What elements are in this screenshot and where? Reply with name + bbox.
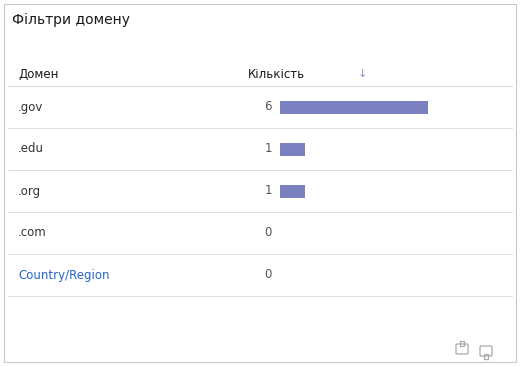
Text: ↓: ↓ (358, 69, 367, 79)
Bar (280, 184, 305, 198)
Text: .com: .com (18, 227, 47, 239)
Text: 1: 1 (265, 142, 272, 156)
Text: 1: 1 (265, 184, 272, 198)
Text: Домен: Домен (18, 67, 58, 81)
Text: Фільтри домену: Фільтри домену (12, 13, 130, 27)
Text: 6: 6 (265, 101, 272, 113)
Bar (460, 341, 464, 346)
Text: 0: 0 (265, 269, 272, 281)
Text: .org: .org (18, 184, 41, 198)
Bar (280, 101, 428, 113)
Text: 0: 0 (265, 227, 272, 239)
Text: .edu: .edu (18, 142, 44, 156)
Bar (484, 354, 488, 359)
Text: Кількість: Кількість (248, 67, 305, 81)
Text: Country/Region: Country/Region (18, 269, 110, 281)
Bar (280, 142, 305, 156)
Text: .gov: .gov (18, 101, 43, 113)
